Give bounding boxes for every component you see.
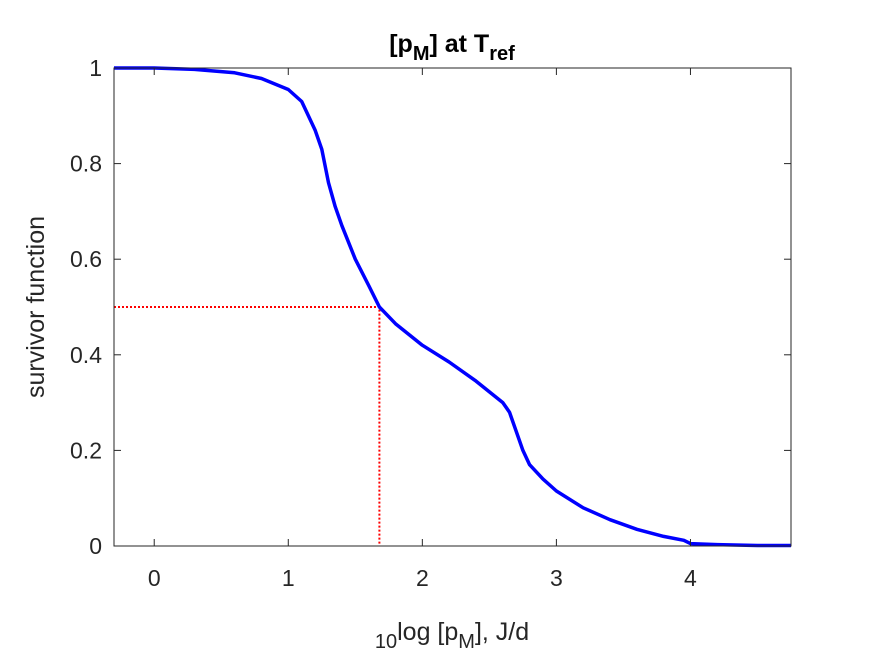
title-part-mid: ] at T xyxy=(429,30,489,58)
y-tick-label: 0 xyxy=(89,533,102,559)
x-axis-label: 10log [pM], J/d xyxy=(375,618,529,653)
y-tick-label: 0.4 xyxy=(70,342,102,368)
xlabel-main: log [p xyxy=(397,618,458,646)
x-tick-label: 3 xyxy=(550,565,563,591)
survivor-curve xyxy=(114,66,791,548)
xlabel-prefix-sub: 10 xyxy=(375,631,397,653)
chart-title: [pM] at Tref xyxy=(389,30,515,65)
x-tick-label: 1 xyxy=(282,565,295,591)
axes-box xyxy=(113,67,792,547)
xlabel-suffix: ], J/d xyxy=(475,618,529,646)
y-ticks: 0 0.2 0.4 0.6 0.8 1 xyxy=(70,55,791,559)
x-tick-label: 2 xyxy=(416,565,429,591)
x-tick-label: 4 xyxy=(684,565,697,591)
y-tick-label: 0.2 xyxy=(70,437,102,463)
title-part-base: [p xyxy=(389,30,413,58)
x-tick-label: 0 xyxy=(148,565,161,591)
y-axis-label: survivor function xyxy=(22,216,50,398)
title-sub-m: M xyxy=(413,43,430,65)
title-sub-ref: ref xyxy=(489,43,515,65)
x-ticks: 0 1 2 3 4 xyxy=(148,68,697,591)
xlabel-sub-m: M xyxy=(458,631,475,653)
y-tick-label: 0.8 xyxy=(70,151,102,177)
series-layer xyxy=(114,66,791,548)
y-tick-label: 1 xyxy=(89,55,102,81)
y-tick-label: 0.6 xyxy=(70,246,102,272)
